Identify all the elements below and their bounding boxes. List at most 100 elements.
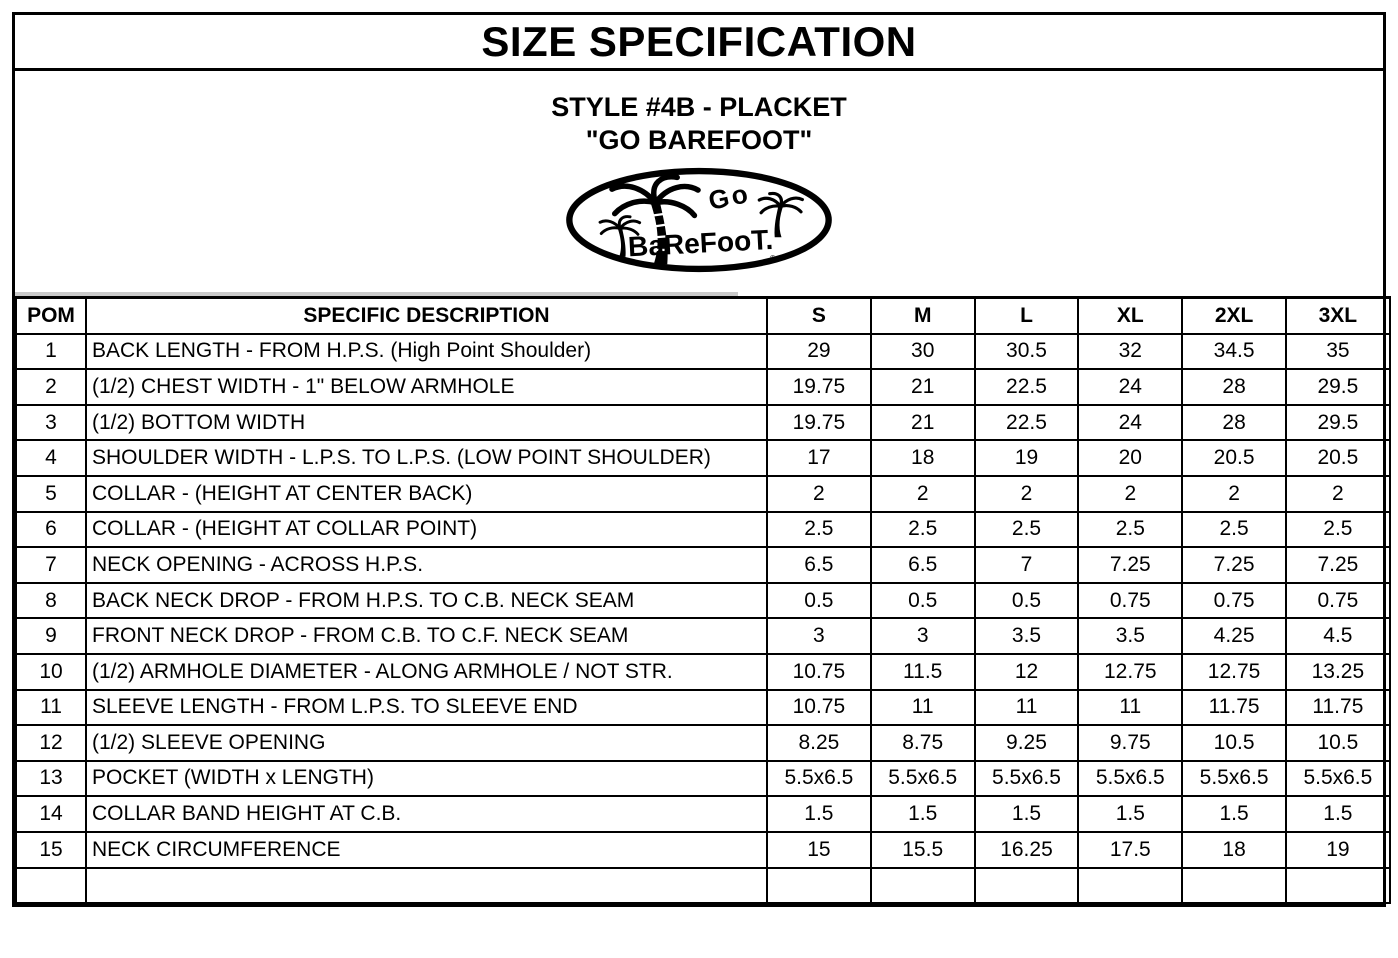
col-header-size-m: M xyxy=(869,296,976,335)
size-value-cell: 2 xyxy=(1181,474,1287,513)
size-value-cell: 1.5 xyxy=(766,795,872,833)
size-value-cell: 11.5 xyxy=(869,652,976,691)
size-value-cell: 5.5x6.5 xyxy=(1077,759,1184,798)
table-row: 15 NECK CIRCUMFERENCE 15 15.5 16.25 17.5 18 19 xyxy=(15,830,1391,869)
table-row: 2 (1/2) CHEST WIDTH - 1" BELOW ARMHOLE 19.… xyxy=(15,368,1391,406)
table-row: 14 COLLAR BAND HEIGHT AT C.B. 1.5 1.5 1.5 1.5… xyxy=(15,795,1391,833)
size-value-cell: 11 xyxy=(973,688,1080,727)
size-value-cell: 19 xyxy=(973,439,1080,477)
size-value-cell: 2 xyxy=(1077,474,1184,513)
pom-cell: 10 xyxy=(15,652,87,691)
table-row: 4 SHOULDER WIDTH - L.P.S. TO L.P.S. (LOW … xyxy=(15,439,1391,477)
size-value-cell: 0.75 xyxy=(1077,581,1184,620)
description-cell: (1/2) CHEST WIDTH - 1" BELOW ARMHOLE xyxy=(85,368,768,406)
size-value-cell: 21 xyxy=(869,403,976,442)
size-value-cell: 1.5 xyxy=(1077,795,1184,833)
size-value-cell: 29 xyxy=(766,332,872,371)
subtitle-block: STYLE #4B - PLACKET "GO BAREFOOT" xyxy=(15,71,1383,157)
size-value-cell: 11.75 xyxy=(1181,688,1287,727)
size-value-cell: 10.5 xyxy=(1284,724,1391,762)
table-row: 10 (1/2) ARMHOLE DIAMETER - ALONG ARMHOLE… xyxy=(15,652,1391,691)
size-value-cell: 15 xyxy=(766,830,872,869)
size-value-cell: 20.5 xyxy=(1181,439,1287,477)
size-value-cell: 1.5 xyxy=(1284,795,1391,833)
size-value-cell: 10.5 xyxy=(1181,724,1287,762)
title-box: SIZE SPECIFICATION xyxy=(15,15,1383,71)
size-value-cell: 30 xyxy=(869,332,976,371)
size-value-cell: 0.5 xyxy=(869,581,976,620)
size-value-cell: 19.75 xyxy=(766,368,872,406)
description-cell: (1/2) BOTTOM WIDTH xyxy=(85,403,768,442)
pom-cell: 8 xyxy=(15,581,87,620)
col-header-size-l: L xyxy=(973,296,1080,335)
description-cell: NECK OPENING - ACROSS H.P.S. xyxy=(85,546,768,584)
description-cell: BACK LENGTH - FROM H.P.S. (High Point Sh… xyxy=(85,332,768,371)
brand-line: "GO BAREFOOT" xyxy=(585,125,813,155)
size-value-cell: 3.5 xyxy=(973,617,1080,655)
col-header-description: SPECIFIC DESCRIPTION xyxy=(85,296,768,335)
size-table-body: 1 BACK LENGTH - FROM H.P.S. (High Point S… xyxy=(15,332,1391,905)
col-header-size-3xl: 3XL xyxy=(1284,296,1391,335)
pom-cell: 1 xyxy=(15,332,87,371)
size-value-cell: 7.25 xyxy=(1077,546,1184,584)
size-value-cell: 17.5 xyxy=(1077,830,1184,869)
pom-cell: 12 xyxy=(15,724,87,762)
table-row: 8 BACK NECK DROP - FROM H.P.S. TO C.B. NE… xyxy=(15,581,1391,620)
size-value-cell: 2 xyxy=(1284,474,1391,513)
size-value-cell: 12.75 xyxy=(1077,652,1184,691)
size-value-cell: 1.5 xyxy=(1181,795,1287,833)
size-value-cell: 1.5 xyxy=(869,795,976,833)
size-value-cell: 18 xyxy=(1181,830,1287,869)
size-value-cell: 8.25 xyxy=(766,724,872,762)
table-row xyxy=(15,866,1391,905)
size-value-cell: 2.5 xyxy=(1284,510,1391,549)
size-value-cell: 11.75 xyxy=(1284,688,1391,727)
pom-cell: 9 xyxy=(15,617,87,655)
size-value-cell xyxy=(869,866,976,905)
palm-tree-large-icon xyxy=(609,174,701,265)
size-value-cell: 22.5 xyxy=(973,368,1080,406)
pom-cell: 14 xyxy=(15,795,87,833)
size-value-cell: 30.5 xyxy=(973,332,1080,371)
description-cell xyxy=(85,866,768,905)
palm-tree-small-left-icon xyxy=(598,215,642,257)
pom-cell xyxy=(15,866,87,905)
spec-sheet: SIZE SPECIFICATION STYLE #4B - PLACKET "… xyxy=(12,12,1391,908)
size-value-cell xyxy=(973,866,1080,905)
page-title: SIZE SPECIFICATION xyxy=(481,17,917,65)
size-value-cell: 10.75 xyxy=(766,688,872,727)
size-value-cell: 21 xyxy=(869,368,976,406)
description-cell: COLLAR BAND HEIGHT AT C.B. xyxy=(85,795,768,833)
pom-cell: 5 xyxy=(15,474,87,513)
size-value-cell: 3 xyxy=(869,617,976,655)
size-value-cell: 4.25 xyxy=(1181,617,1287,655)
size-value-cell: 24 xyxy=(1077,403,1184,442)
size-value-cell: 18 xyxy=(869,439,976,477)
description-cell: SHOULDER WIDTH - L.P.S. TO L.P.S. (LOW P… xyxy=(85,439,768,477)
pom-cell: 4 xyxy=(15,439,87,477)
size-value-cell: 19 xyxy=(1284,830,1391,869)
col-header-size-2xl: 2XL xyxy=(1181,296,1287,335)
logo-text-barefoot: BaReFooT. xyxy=(627,224,774,263)
description-cell: (1/2) SLEEVE OPENING xyxy=(85,724,768,762)
size-value-cell: 2.5 xyxy=(973,510,1080,549)
size-value-cell: 24 xyxy=(1077,368,1184,406)
table-row: 3 (1/2) BOTTOM WIDTH 19.75 21 22.5 24 28 29.5 xyxy=(15,403,1391,442)
size-value-cell: 7.25 xyxy=(1181,546,1287,584)
pom-cell: 15 xyxy=(15,830,87,869)
size-value-cell xyxy=(1181,866,1287,905)
palm-tree-small-right-icon xyxy=(757,191,804,238)
size-value-cell xyxy=(1284,866,1391,905)
size-value-cell: 2.5 xyxy=(1181,510,1287,549)
col-header-size-s: S xyxy=(766,296,872,335)
size-value-cell: 12.75 xyxy=(1181,652,1287,691)
col-header-pom: POM xyxy=(15,296,87,335)
size-value-cell: 13.25 xyxy=(1284,652,1391,691)
size-value-cell: 20 xyxy=(1077,439,1184,477)
size-value-cell: 15.5 xyxy=(869,830,976,869)
size-value-cell: 17 xyxy=(766,439,872,477)
table-row: 5 COLLAR - (HEIGHT AT CENTER BACK) 2 2 2 2 2 2 xyxy=(15,474,1391,513)
size-value-cell: 32 xyxy=(1077,332,1184,371)
size-value-cell: 10.75 xyxy=(766,652,872,691)
size-value-cell: 29.5 xyxy=(1284,368,1391,406)
